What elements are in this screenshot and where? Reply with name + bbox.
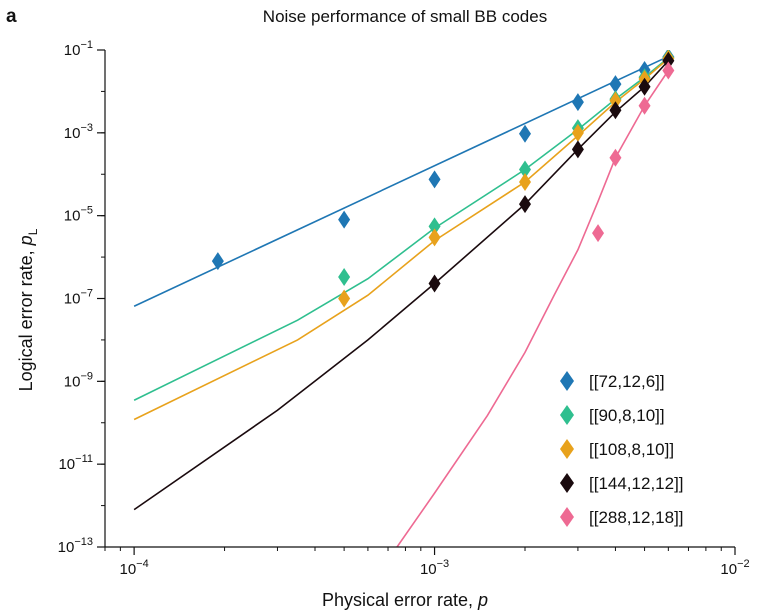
data-point-series-4-4 (609, 101, 622, 120)
y-tick-label-exponent: −7 (80, 288, 93, 300)
y-tick-label: 10−1 (64, 39, 93, 59)
y-tick-label-base: 10 (64, 42, 81, 59)
axes (104, 50, 735, 548)
x-tick-label-exponent: −2 (737, 558, 750, 570)
data-point-series-1-1 (211, 252, 224, 271)
y-tick-label-exponent: −5 (80, 205, 93, 217)
data-point-series-4-5 (638, 77, 651, 96)
y-axis-label-subscript: L (26, 228, 40, 235)
data-point-series-1-5 (571, 93, 584, 112)
y-tick-label-base: 10 (64, 291, 81, 308)
y-tick-label: 10−7 (64, 288, 93, 308)
y-tick-label-exponent: −9 (80, 370, 93, 382)
data-point-series-4-3 (571, 140, 584, 159)
data-point-series-3-1 (338, 289, 351, 308)
data-point-series-1-2 (338, 210, 351, 229)
fit-line-3 (133, 57, 669, 421)
x-tick-label-exponent: −3 (437, 558, 450, 570)
legend-marker-2 (560, 405, 574, 425)
y-tick-label-base: 10 (58, 539, 75, 556)
y-axis-label: Logical error rate, pL (16, 228, 40, 391)
y-tick-label: 10−9 (64, 370, 93, 390)
x-tick-label-base: 10 (720, 561, 737, 578)
data-point-series-3-2 (428, 228, 441, 247)
legend-label-1: [[72,12,6]] (589, 372, 665, 391)
data-point-series-5-2 (609, 148, 622, 167)
y-tick-label-base: 10 (64, 125, 81, 142)
fit-line-5 (396, 70, 670, 547)
legend-label-2: [[90,8,10]] (589, 406, 665, 425)
y-tick-label: 10−13 (58, 536, 93, 556)
data-point-series-5-1 (592, 224, 605, 243)
y-axis-label-text: Logical error rate, (16, 245, 36, 391)
y-tick-label: 10−5 (64, 205, 93, 225)
data-point-series-4-6 (662, 51, 675, 70)
data-point-series-3-4 (571, 123, 584, 142)
x-tick-label: 10−4 (119, 558, 148, 578)
x-axis-label: Physical error rate, p (322, 590, 488, 610)
legend-marker-5 (560, 507, 574, 527)
x-tick-label-base: 10 (420, 561, 437, 578)
legend-label-5: [[288,12,18]] (589, 508, 684, 527)
y-tick-label-base: 10 (64, 208, 81, 225)
data-point-series-2-2 (428, 217, 441, 236)
y-tick-label-exponent: −11 (75, 453, 93, 465)
data-point-series-4-1 (428, 274, 441, 293)
x-axis-label-variable: p (477, 590, 488, 610)
y-tick-label-base: 10 (58, 456, 75, 473)
y-tick-label-base: 10 (64, 373, 81, 390)
data-point-series-5-3 (638, 96, 651, 115)
legend-label-4: [[144,12,12]] (589, 474, 684, 493)
legend-marker-3 (560, 439, 574, 459)
x-tick-label-base: 10 (119, 561, 136, 578)
plot-area (133, 50, 675, 547)
data-markers (211, 50, 675, 308)
y-tick-label-exponent: −1 (80, 39, 93, 51)
x-tick-label: 10−2 (720, 558, 749, 578)
y-axis-label-variable: p (16, 235, 36, 246)
data-point-series-1-3 (428, 170, 441, 189)
legend-marker-1 (560, 371, 574, 391)
legend-label-3: [[108,8,10]] (589, 440, 674, 459)
panel-letter: a (6, 6, 17, 27)
data-point-series-2-3 (519, 160, 531, 179)
data-point-series-3-3 (519, 172, 531, 191)
y-tick-label: 10−11 (58, 453, 93, 473)
x-tick-label: 10−3 (420, 558, 449, 578)
y-tick-label-exponent: −3 (80, 122, 93, 134)
chart-title: Noise performance of small BB codes (263, 7, 547, 26)
fit-line-2 (133, 57, 669, 401)
data-point-series-1-6 (609, 75, 622, 94)
legend: [[72,12,6]] [[90,8,10]] [[108,8,10]] [[144,… (560, 371, 684, 527)
data-point-series-1-4 (519, 124, 531, 143)
x-axis-label-text: Physical error rate, (322, 590, 478, 610)
y-tick-label-exponent: −13 (74, 536, 93, 548)
data-point-series-3-5 (609, 91, 622, 110)
legend-marker-4 (560, 473, 574, 493)
y-tick-label: 10−3 (64, 122, 93, 142)
x-tick-label-exponent: −4 (136, 558, 149, 570)
data-point-series-4-2 (519, 195, 531, 214)
data-point-series-2-1 (338, 268, 351, 287)
ticks: 10−4 10−3 10−210−1310−1110−910−710−510−310… (58, 39, 750, 578)
data-point-series-5-4 (662, 61, 675, 80)
